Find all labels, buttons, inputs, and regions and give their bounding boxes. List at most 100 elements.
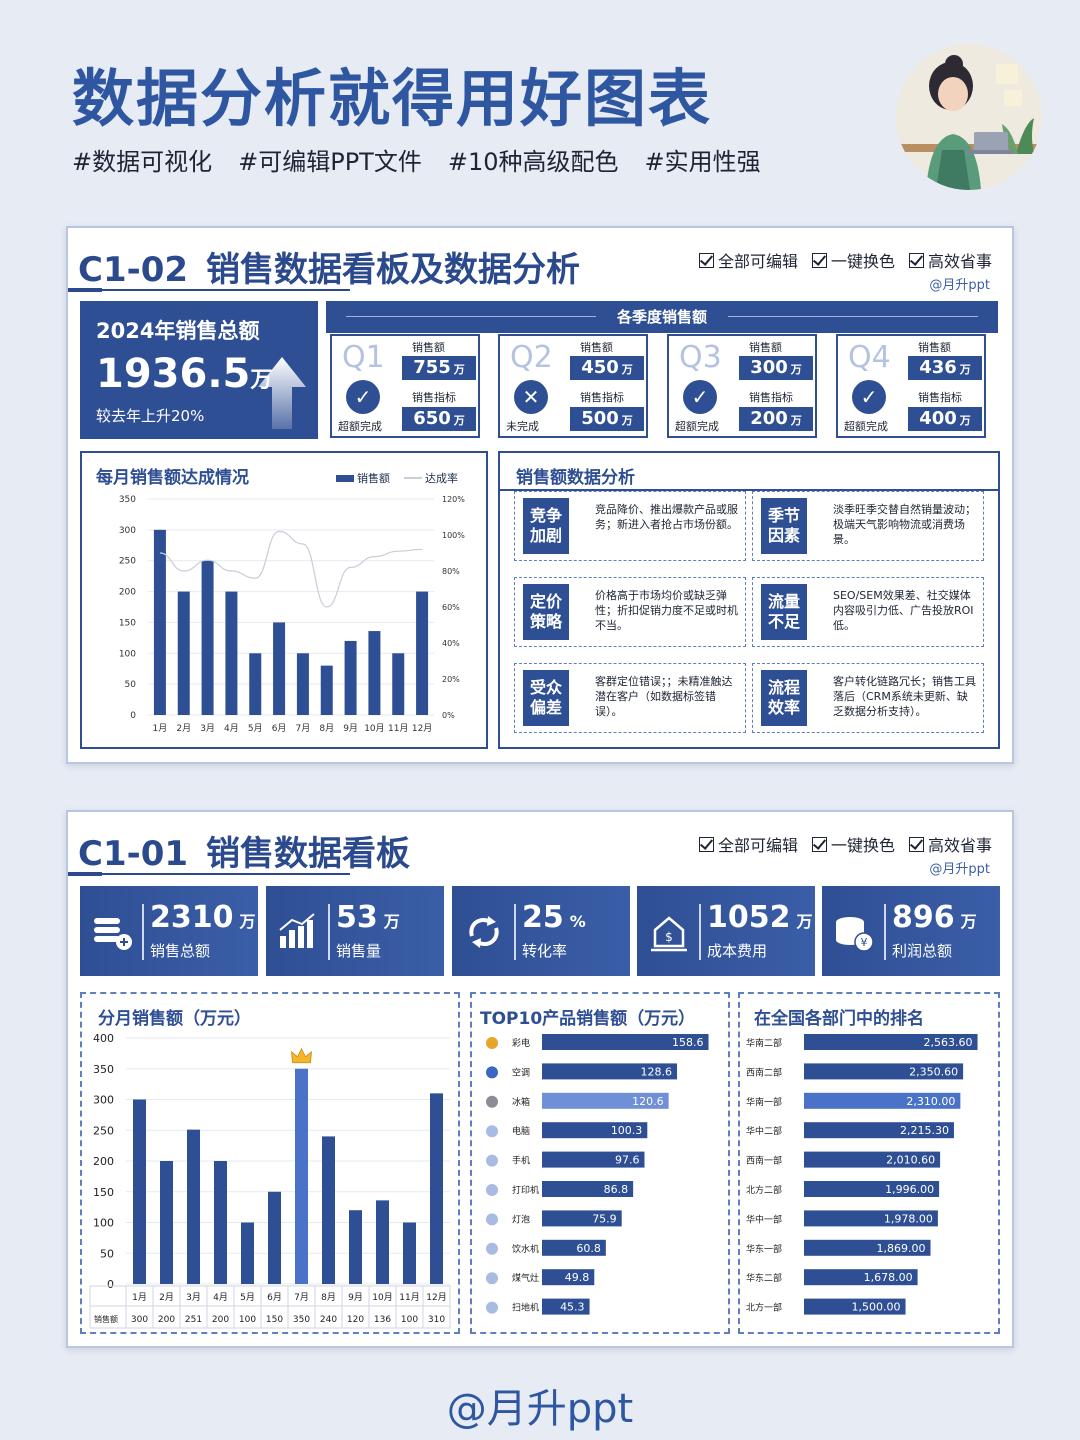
- kpi-unit: 万: [960, 912, 977, 931]
- y-tick-label: 250: [119, 557, 136, 567]
- series-label: 销售额: [94, 1314, 118, 1324]
- bar: [153, 529, 166, 715]
- kpi-number: 53: [336, 900, 378, 935]
- kpi-value: 25%: [522, 900, 586, 935]
- total-sales-label: 2024年销售总额: [96, 319, 260, 343]
- analysis-panel: 销售额数据分析 竞争 加剧 竞品降价、推出爆款产品或服务；新进入者抢占市场份额。 季节…: [498, 451, 1000, 749]
- value-label: 97.6: [615, 1154, 640, 1167]
- sales-number: 755: [413, 357, 451, 378]
- analysis-tag: 定价 策略: [523, 584, 569, 640]
- kpi-unit: 万: [796, 912, 813, 931]
- bar: [542, 1269, 595, 1286]
- title-accent: [68, 872, 102, 876]
- page-title: 数据分析就得用好图表: [72, 62, 713, 135]
- value-label: 1,500.00: [852, 1301, 901, 1314]
- checkbox-icon: [908, 252, 924, 268]
- tag-line: 竞争: [529, 506, 562, 525]
- kpi-number: 1052: [707, 900, 791, 935]
- target-label: 销售指标: [412, 391, 456, 404]
- target-label: 销售指标: [749, 391, 793, 404]
- medal-icon: [486, 1037, 498, 1049]
- kpi-separator: [514, 904, 516, 960]
- table-value: 136: [374, 1315, 391, 1325]
- chart-title: 分月销售额（万元）: [98, 1009, 251, 1029]
- legend-label: 达成率: [425, 472, 458, 485]
- bar: [416, 591, 429, 715]
- chart-legend: 销售额 达成率: [336, 470, 458, 486]
- legend-swatch-bar: [336, 474, 354, 482]
- card-code: C1-02: [78, 250, 189, 290]
- sales-value: 450 万: [570, 356, 644, 380]
- x-tick-label: 10月: [372, 1292, 392, 1303]
- bar: [249, 653, 262, 715]
- analysis-text: 竞品降价、推出爆款产品或服务；新进入者抢占市场份额。: [595, 503, 738, 531]
- value-label: 120.6: [632, 1095, 664, 1108]
- analysis-tag: 流程 效率: [761, 670, 807, 726]
- analysis-item: 流量 不足 SEO/SEM效果差、社交媒体内容吸引力低、广告投放ROI低。: [752, 577, 984, 647]
- kpi-value: 2310 万: [150, 900, 256, 935]
- category-label: 华南一部: [746, 1096, 782, 1108]
- badge-icon: [486, 1184, 498, 1196]
- category-label: 打印机: [512, 1184, 539, 1196]
- bar: [804, 1298, 906, 1315]
- value-label: 2,010.60: [886, 1154, 935, 1167]
- monthly-sales-chart: 0 50 100 150 200 250 300 350 400 销售额 1月 300 2月 200 3月 2…: [89, 1032, 451, 1329]
- card-title-text: 销售数据看板: [206, 834, 411, 874]
- analysis-text: SEO/SEM效果差、社交媒体内容吸引力低、广告投放ROI低。: [833, 589, 974, 632]
- badge-icon: [486, 1125, 498, 1138]
- tag: #可编辑PPT文件: [238, 148, 422, 176]
- department-ranking-panel: 在全国各部门中的排名 华南二部 2,563.60 西南二部 2,350.60 华南一部 2…: [738, 992, 1000, 1334]
- y2-tick-label: 40%: [442, 639, 460, 648]
- unit: 万: [453, 363, 465, 376]
- y-tick-label: 200: [119, 588, 136, 598]
- x-tick-label: 12月: [412, 723, 432, 734]
- monthly-achievement-panel: 每月销售额达成情况 销售额 达成率 0 50 100 150 200 250 300 350 0…: [80, 451, 488, 749]
- sales-number: 450: [581, 357, 619, 378]
- badge-icon: [486, 1301, 498, 1314]
- quarter-label: Q3: [679, 340, 722, 375]
- bar: [542, 1298, 590, 1315]
- quarter-label: Q2: [510, 340, 553, 375]
- tag-line: 受众: [529, 678, 562, 697]
- kpi-value: 53 万: [336, 900, 400, 935]
- sales-label: 销售额: [749, 341, 782, 354]
- department-ranking-chart: 华南二部 2,563.60 西南二部 2,350.60 华南一部 2,310.00 华中二部…: [746, 1034, 978, 1315]
- table-value: 100: [401, 1315, 418, 1325]
- target-number: 200: [750, 408, 788, 429]
- sales-value: 436 万: [908, 356, 982, 380]
- table-value: 350: [293, 1315, 310, 1325]
- kpi-label: 转化率: [522, 942, 568, 960]
- tag: #实用性强: [644, 148, 761, 176]
- handle-text: @月升ppt: [929, 862, 990, 877]
- kpi-label: 销售量: [336, 942, 382, 960]
- quarters-header: 各季度销售额: [326, 301, 998, 333]
- checkbox-icon: [811, 252, 827, 268]
- kpi-unit: 万: [239, 912, 256, 931]
- y-tick-label: 100: [93, 1217, 114, 1230]
- target-value: 400 万: [908, 407, 982, 431]
- bar: [804, 1063, 964, 1080]
- kpi-tile: ¥896 万利润总额: [822, 886, 1000, 976]
- kpi-number: 25: [522, 900, 564, 935]
- quarter-status: 超额完成: [844, 420, 888, 433]
- card-title: C1-02 销售数据看板及数据分析: [78, 242, 580, 291]
- bar: [430, 1093, 443, 1284]
- kpi-tile: 2310 万销售总额: [80, 886, 258, 976]
- analysis-text: 客群定位错误；；未精准触达潜在客户（如数据标签错误）。: [595, 675, 733, 718]
- badge-icon: [486, 1213, 498, 1226]
- feature-item: 高效省事: [908, 832, 992, 856]
- x-tick-label: 2月: [176, 723, 191, 734]
- x-tick-label: 1月: [132, 1292, 147, 1303]
- y-tick-label: 200: [93, 1155, 114, 1168]
- bar: [542, 1092, 669, 1109]
- category-label: 北方二部: [746, 1184, 782, 1196]
- handle-text: @月升ppt: [929, 278, 990, 293]
- kpi-separator: [142, 904, 144, 960]
- feature-list: 全部可编辑 一键换色 高效省事: [698, 248, 992, 272]
- card-code: C1-01: [78, 834, 189, 874]
- quarter-card: Q3 ✓ 超额完成 销售额 300 万销售指标 200 万: [667, 334, 817, 438]
- x-tick-label: 7月: [296, 723, 311, 734]
- value-label: 75.9: [592, 1212, 617, 1225]
- y-tick-label: 300: [93, 1094, 114, 1107]
- bar: [214, 1161, 227, 1284]
